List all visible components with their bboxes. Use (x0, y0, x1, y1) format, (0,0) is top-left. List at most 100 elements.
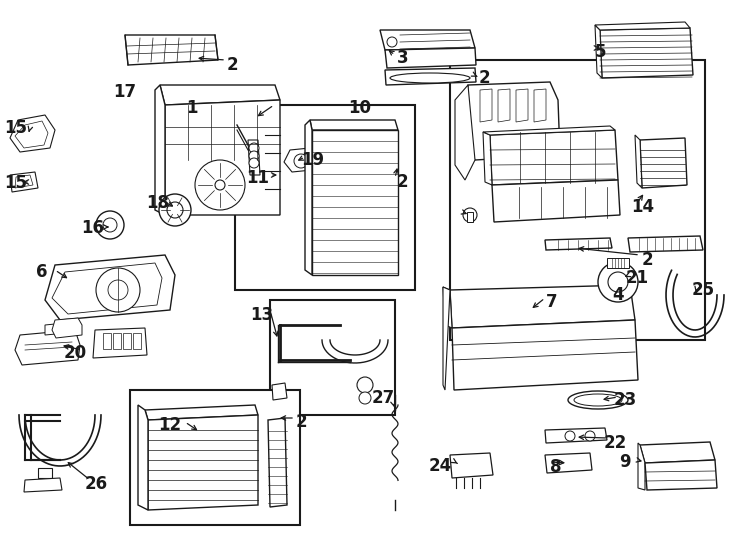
Polygon shape (465, 82, 560, 160)
Polygon shape (455, 85, 475, 180)
Ellipse shape (574, 394, 622, 406)
Polygon shape (443, 287, 450, 390)
Text: 26: 26 (84, 475, 108, 493)
Polygon shape (165, 100, 280, 215)
Polygon shape (385, 48, 476, 68)
Polygon shape (138, 405, 148, 510)
Polygon shape (480, 89, 492, 122)
Polygon shape (380, 30, 475, 50)
Polygon shape (10, 115, 55, 152)
Text: 5: 5 (595, 43, 606, 61)
Polygon shape (93, 328, 147, 358)
Polygon shape (498, 89, 510, 122)
Polygon shape (155, 85, 165, 215)
Bar (130, 390, 300, 525)
Polygon shape (628, 236, 703, 252)
Polygon shape (284, 148, 318, 172)
Polygon shape (272, 383, 287, 400)
Polygon shape (268, 418, 287, 507)
Text: 19: 19 (302, 151, 324, 169)
Polygon shape (45, 255, 175, 320)
Circle shape (598, 262, 638, 302)
Circle shape (249, 151, 259, 161)
Polygon shape (24, 478, 62, 492)
Polygon shape (595, 22, 690, 30)
Circle shape (294, 154, 308, 168)
Text: 4: 4 (612, 286, 624, 304)
Polygon shape (483, 126, 615, 135)
Circle shape (249, 158, 259, 168)
Text: 15: 15 (4, 174, 27, 192)
Circle shape (585, 431, 595, 441)
Text: 15: 15 (4, 119, 27, 137)
Circle shape (108, 280, 128, 300)
Polygon shape (635, 135, 642, 188)
Text: 25: 25 (691, 281, 715, 299)
Text: 16: 16 (81, 219, 104, 237)
Bar (103, 333, 111, 349)
Polygon shape (312, 130, 398, 275)
Text: 24: 24 (429, 457, 451, 475)
Bar (133, 333, 141, 349)
Polygon shape (492, 180, 620, 222)
Circle shape (249, 143, 259, 153)
Text: 27: 27 (371, 389, 395, 407)
Polygon shape (545, 238, 612, 250)
Bar (123, 333, 131, 349)
Circle shape (357, 377, 373, 393)
Text: 2: 2 (295, 413, 307, 431)
Polygon shape (600, 28, 693, 78)
Polygon shape (305, 120, 312, 275)
Text: 8: 8 (550, 458, 562, 476)
Polygon shape (52, 318, 82, 338)
Circle shape (103, 218, 117, 232)
Text: 7: 7 (546, 293, 558, 311)
Polygon shape (38, 468, 52, 478)
Text: 20: 20 (63, 344, 87, 362)
Polygon shape (545, 453, 592, 473)
Polygon shape (450, 285, 635, 328)
Circle shape (387, 37, 397, 47)
Circle shape (565, 431, 575, 441)
Bar (450, 60, 705, 340)
Text: 2: 2 (226, 56, 238, 74)
Bar (235, 105, 415, 290)
Text: 23: 23 (614, 391, 636, 409)
Polygon shape (638, 443, 645, 490)
Text: 6: 6 (36, 263, 48, 281)
Ellipse shape (568, 391, 628, 409)
Polygon shape (467, 212, 473, 222)
Text: 14: 14 (631, 198, 655, 216)
Bar (113, 333, 121, 349)
Polygon shape (534, 89, 546, 122)
Text: 17: 17 (114, 83, 137, 101)
Text: 13: 13 (250, 306, 274, 324)
Text: 18: 18 (147, 194, 170, 212)
Circle shape (608, 272, 628, 292)
Circle shape (96, 268, 140, 312)
Circle shape (463, 208, 477, 222)
Circle shape (195, 160, 245, 210)
Polygon shape (516, 89, 528, 122)
Text: 2: 2 (478, 69, 490, 87)
Bar (607, 258, 629, 268)
Circle shape (96, 211, 124, 239)
Text: 3: 3 (397, 49, 409, 67)
Circle shape (159, 194, 191, 226)
Polygon shape (10, 172, 38, 192)
Polygon shape (125, 35, 218, 65)
Text: 2: 2 (642, 251, 653, 269)
Text: 1: 1 (186, 99, 197, 117)
Text: 22: 22 (603, 434, 627, 452)
Polygon shape (450, 453, 493, 478)
Polygon shape (45, 323, 67, 335)
Polygon shape (148, 415, 258, 510)
Circle shape (215, 180, 225, 190)
Polygon shape (645, 460, 717, 490)
Polygon shape (452, 320, 638, 390)
Polygon shape (490, 130, 618, 185)
Polygon shape (160, 85, 280, 105)
Text: 12: 12 (159, 416, 181, 434)
Circle shape (359, 392, 371, 404)
Text: 10: 10 (349, 99, 371, 117)
